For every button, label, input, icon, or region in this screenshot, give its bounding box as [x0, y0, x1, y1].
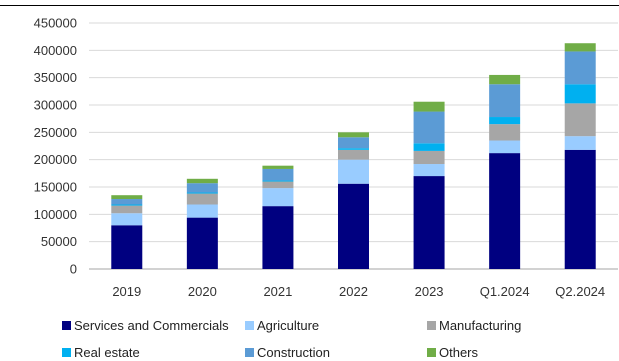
- bar-segment: [489, 84, 521, 118]
- bar-segment: [186, 217, 218, 269]
- legend-swatch: [62, 321, 71, 330]
- legend-swatch: [427, 321, 436, 330]
- x-tick-label: 2019: [112, 284, 141, 299]
- bar-segment: [338, 132, 369, 138]
- bar-segment: [262, 181, 294, 189]
- bar-segment: [413, 164, 445, 177]
- legend-swatch: [245, 321, 254, 330]
- x-tick-label: Q2.2024: [555, 284, 605, 299]
- bar-segment: [186, 183, 218, 193]
- bar-segment: [413, 143, 445, 151]
- x-tick-label: Q1.2024: [480, 284, 530, 299]
- legend-label: Real estate: [74, 345, 140, 360]
- bar-segment: [111, 213, 143, 226]
- y-tick-label: 250000: [34, 125, 77, 140]
- bar-segment: [413, 176, 445, 269]
- bar-segment: [338, 159, 369, 184]
- bar-segment: [413, 150, 445, 165]
- bar-segment: [111, 204, 143, 206]
- legend-label: Manufacturing: [439, 318, 522, 333]
- bar-segment: [186, 204, 218, 218]
- x-tick-label: 2020: [188, 284, 217, 299]
- legend-label: Services and Commercials: [74, 318, 229, 333]
- bar-segment: [489, 124, 521, 141]
- bar-segment: [564, 43, 596, 52]
- bar-segment: [186, 192, 218, 194]
- y-tick-label: 450000: [34, 16, 77, 31]
- bar-segment: [489, 140, 521, 154]
- y-tick-label: 100000: [34, 207, 77, 222]
- bar-segment: [564, 136, 596, 150]
- bar-segment: [564, 51, 596, 85]
- top-rule: [0, 5, 619, 6]
- legend-label: Construction: [257, 345, 330, 360]
- bar-segment: [111, 195, 143, 200]
- legend-label: Agriculture: [257, 318, 320, 333]
- bar-segment: [262, 165, 294, 169]
- legend-swatch: [245, 348, 254, 357]
- bar-segment: [262, 168, 294, 181]
- bar-segment: [564, 84, 596, 104]
- y-tick-label: 150000: [34, 180, 77, 195]
- bar-segment: [111, 225, 143, 269]
- bar-segment: [564, 103, 596, 137]
- bar-segment: [262, 188, 294, 207]
- x-tick-label: 2021: [263, 284, 292, 299]
- x-tick-label: 2023: [415, 284, 444, 299]
- legend-swatch: [62, 348, 71, 357]
- bar-segment: [413, 101, 445, 112]
- bar-segment: [338, 148, 369, 150]
- bar-segment: [338, 183, 369, 269]
- bar-segment: [262, 180, 294, 182]
- legend-swatch: [427, 348, 436, 357]
- y-tick-label: 200000: [34, 152, 77, 167]
- bar-segment: [489, 74, 521, 85]
- legend-label: Others: [439, 345, 479, 360]
- y-tick-label: 350000: [34, 70, 77, 85]
- y-tick-label: 400000: [34, 43, 77, 58]
- y-tick-label: 0: [70, 262, 77, 277]
- bar-segment: [111, 205, 143, 214]
- bar-segment: [338, 137, 369, 149]
- y-tick-label: 50000: [41, 234, 77, 249]
- bar-segment: [564, 149, 596, 269]
- bar-segment: [338, 149, 369, 160]
- bar-segment: [111, 199, 143, 205]
- bar-segment: [262, 206, 294, 269]
- y-tick-label: 300000: [34, 98, 77, 113]
- bar-segment: [186, 193, 218, 205]
- x-tick-label: 2022: [339, 284, 368, 299]
- bar-segment: [489, 117, 521, 125]
- bar-segment: [186, 178, 218, 184]
- bar-segment: [489, 153, 521, 269]
- bar-segment: [413, 111, 445, 144]
